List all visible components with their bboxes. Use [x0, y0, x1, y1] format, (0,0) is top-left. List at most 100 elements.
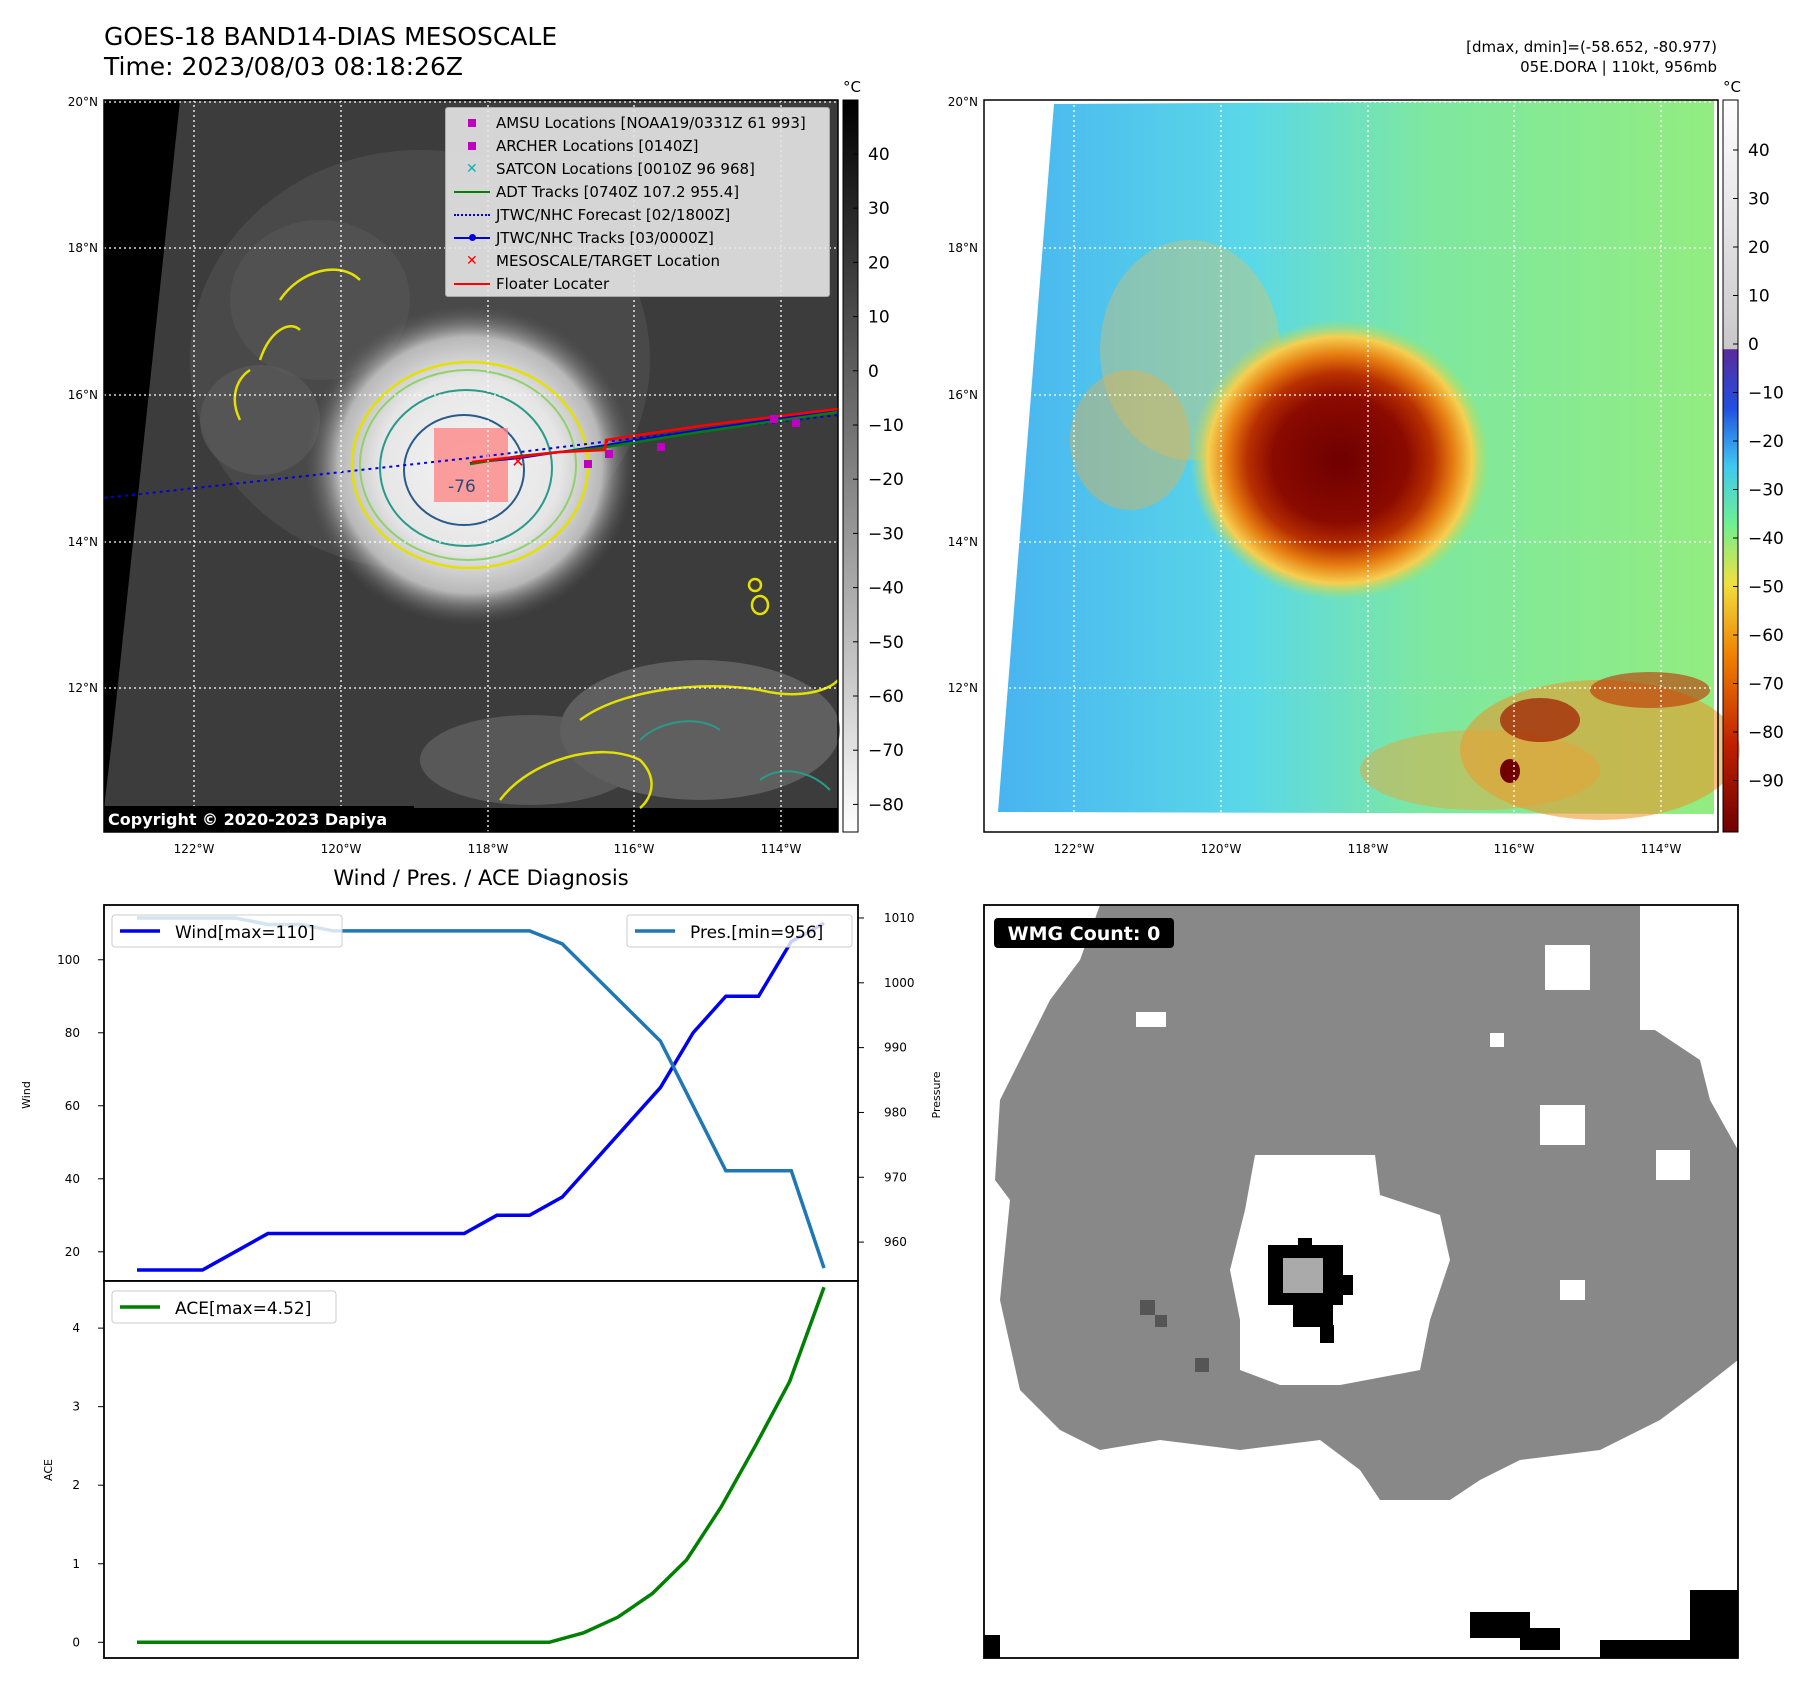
legend-entry: Floater Locater [446, 273, 829, 295]
legend-label: MESOSCALE/TARGET Location [496, 252, 721, 270]
colorbar-tick-label: 20 [1748, 238, 1770, 258]
legend-entry: ARCHER Locations [0140Z] [446, 135, 829, 157]
legend-entry: AMSU Locations [NOAA19/0331Z 61 993] [446, 112, 829, 134]
ace-tick-label: 2 [72, 1478, 80, 1492]
colorbar-tick-label: 30 [868, 199, 890, 219]
colorbar-tick-label: 40 [1748, 141, 1770, 161]
lon-label: 116°W [614, 842, 655, 856]
lat-label: 16°N [948, 388, 978, 402]
wind-legend-label: Wind[max=110] [175, 923, 315, 943]
lat-label: 16°N [68, 388, 98, 402]
lat-label: 18°N [68, 241, 98, 255]
figure-time: Time: 2023/08/03 08:18:26Z [104, 52, 463, 81]
wind-tick-label: 100 [57, 953, 80, 967]
legend-marker [454, 181, 490, 203]
color-colorbar: °C 40 30 20 10 0 −10 −20 −30 −40 −50 −60 −70 −80 −90 [1722, 78, 1784, 833]
legend-label: ADT Tracks [0740Z 107.2 955.4] [496, 183, 740, 201]
legend-marker [454, 135, 490, 157]
colorbar-tick-label: −20 [868, 470, 904, 490]
legend-marker: ✕ [466, 253, 478, 269]
grayscale-colorbar: °C 40 30 20 10 0 −10 −20 −30 −40 −50 −60 −70 −80 [842, 78, 904, 833]
legend-entry: JTWC/NHC Tracks [03/0000Z] [446, 227, 829, 249]
colorbar-tick-label: 10 [1748, 287, 1770, 307]
lat-label: 12°N [948, 681, 978, 695]
lat-label: 14°N [948, 535, 978, 549]
ace-panel: 0 1 2 3 4 ACE ACE[max=4.52] [42, 1280, 859, 1659]
lat-label: 14°N [68, 535, 98, 549]
lat-label: 12°N [68, 681, 98, 695]
legend-label: SATCON Locations [0010Z 96 968] [496, 160, 755, 178]
ace-series-line [137, 1286, 826, 1645]
legend-label: JTWC/NHC Forecast [02/1800Z] [496, 206, 731, 224]
colorbar-tick-label: −70 [868, 741, 904, 761]
diagnosis-title: Wind / Pres. / ACE Diagnosis [333, 866, 628, 890]
colorbar-tick-label: −10 [868, 416, 904, 436]
colorbar-tick-label: −10 [1748, 384, 1784, 404]
colorbar-tick-label: −20 [1748, 432, 1784, 452]
wind-tick-label: 40 [65, 1172, 80, 1186]
legend-label: ARCHER Locations [0140Z] [496, 137, 699, 155]
colorbar-tick-label: −60 [868, 687, 904, 707]
colorbar-tick-label: −40 [868, 579, 904, 599]
legend-entry: ✕ SATCON Locations [0010Z 96 968] [446, 158, 829, 180]
map-legend: AMSU Locations [NOAA19/0331Z 61 993] ARCH… [445, 107, 830, 297]
pressure-tick-label: 990 [884, 1041, 907, 1055]
legend-entry: JTWC/NHC Forecast [02/1800Z] [446, 204, 829, 226]
legend-marker [454, 112, 490, 134]
legend-label: JTWC/NHC Tracks [03/0000Z] [496, 229, 714, 247]
colorbar-unit: °C [843, 78, 861, 96]
colorbar-tick-label: −50 [868, 633, 904, 653]
ir-color-map [983, 99, 1740, 833]
colorbar-tick-label: 40 [868, 145, 890, 165]
lat-label: 18°N [948, 241, 978, 255]
colorbar-tick-label: 20 [868, 253, 890, 273]
wmg-count-label: WMG Count: 0 [1008, 923, 1161, 945]
ace-tick-label: 0 [72, 1635, 80, 1649]
figure-title: GOES-18 BAND14-DIAS MESOSCALE [104, 22, 558, 51]
legend-label: AMSU Locations [NOAA19/0331Z 61 993] [496, 114, 806, 132]
legend-marker [454, 273, 490, 295]
colorbar-tick-label: −70 [1748, 675, 1784, 695]
right-map-lat-labels: 20°N 18°N 16°N 14°N 12°N [948, 95, 978, 695]
colorbar-tick-label: 0 [1748, 335, 1759, 355]
legend-marker: ✕ [466, 161, 478, 177]
wind-axis-label: Wind [20, 1081, 33, 1109]
colorbar-tick-label: −60 [1748, 626, 1784, 646]
wind-series-line [137, 921, 825, 1272]
ace-legend-label: ACE[max=4.52] [175, 1299, 311, 1319]
lat-label: 20°N [68, 95, 98, 109]
lon-label: 114°W [1641, 842, 1682, 856]
legend-label: Floater Locater [496, 275, 610, 293]
pressure-tick-label: 1000 [884, 976, 915, 990]
pressure-tick-label: 960 [884, 1235, 907, 1249]
center-temp-label: -76 [448, 477, 476, 497]
colorbar-tick-label: −80 [868, 795, 904, 815]
pressure-tick-label: 980 [884, 1105, 907, 1119]
ace-tick-label: 1 [72, 1557, 80, 1571]
colorbar-tick-label: −30 [868, 524, 904, 544]
pressure-tick-label: 970 [884, 1170, 907, 1184]
lon-label: 118°W [468, 842, 509, 856]
lon-label: 120°W [1201, 842, 1242, 856]
colorbar-tick-label: −40 [1748, 529, 1784, 549]
wind-tick-label: 20 [65, 1245, 80, 1259]
colorbar-tick-label: 10 [868, 308, 890, 328]
ace-tick-label: 4 [72, 1321, 80, 1335]
storm-info-line: 05E.DORA | 110kt, 956mb [1520, 58, 1717, 76]
left-map-lon-labels: 122°W 120°W 118°W 116°W 114°W [174, 842, 802, 856]
pressure-axis-label: Pressure [930, 1071, 943, 1118]
lon-label: 120°W [321, 842, 362, 856]
ace-axis-label: ACE [42, 1459, 55, 1481]
wind-tick-label: 80 [65, 1026, 80, 1040]
colorbar-unit: °C [1723, 78, 1741, 96]
legend-marker [454, 227, 490, 249]
legend-entry: ADT Tracks [0740Z 107.2 955.4] [446, 181, 829, 203]
lon-label: 116°W [1494, 842, 1535, 856]
dmax-dmin-line: [dmax, dmin]=(-58.652, -80.977) [1466, 38, 1717, 56]
lat-label: 20°N [948, 95, 978, 109]
colorbar-tick-label: −30 [1748, 481, 1784, 501]
colorbar-tick-label: −90 [1748, 772, 1784, 792]
wind-pressure-panel: 20 40 60 80 100 960 970 980 990 1000 1010 Wind Pr… [20, 904, 943, 1282]
colorbar-tick-label: 0 [868, 362, 879, 382]
